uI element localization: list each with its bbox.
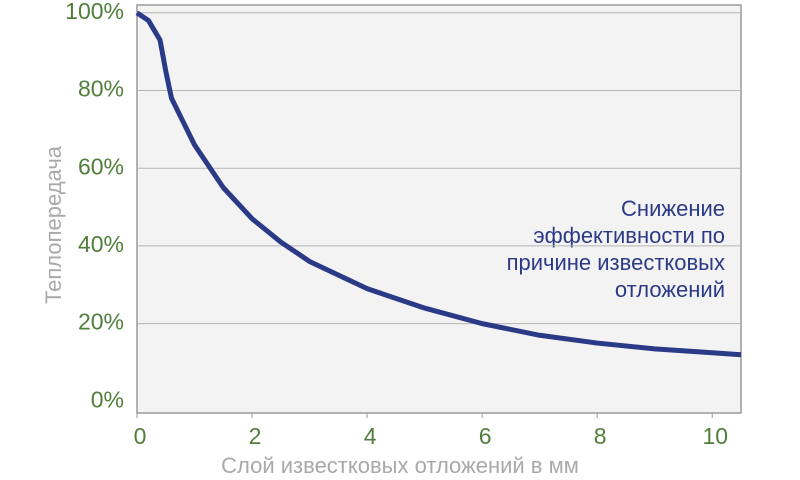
x-tick-label: 0 [134, 423, 147, 449]
x-tick-label: 2 [249, 423, 262, 449]
annotation-line: причине известковых [507, 250, 725, 275]
y-tick-label: 100% [65, 0, 124, 24]
y-axis-label: Теплопередача [41, 145, 66, 304]
annotation-line: отложений [615, 277, 725, 302]
y-tick-label: 80% [78, 76, 124, 102]
x-tick-label: 6 [479, 423, 492, 449]
y-tick-label: 0% [91, 386, 124, 412]
x-tick-label: 4 [364, 423, 377, 449]
x-tick-label: 10 [702, 423, 728, 449]
x-axis-label: Слой известковых отложений в мм [221, 453, 579, 478]
y-tick-label: 60% [78, 153, 124, 179]
annotation-line: эффективности по [533, 223, 725, 248]
annotation-line: Снижение [621, 196, 725, 221]
y-tick-label: 20% [78, 309, 124, 335]
x-tick-label: 8 [594, 423, 607, 449]
y-tick-label: 40% [78, 231, 124, 257]
line-series [135, 10, 742, 358]
